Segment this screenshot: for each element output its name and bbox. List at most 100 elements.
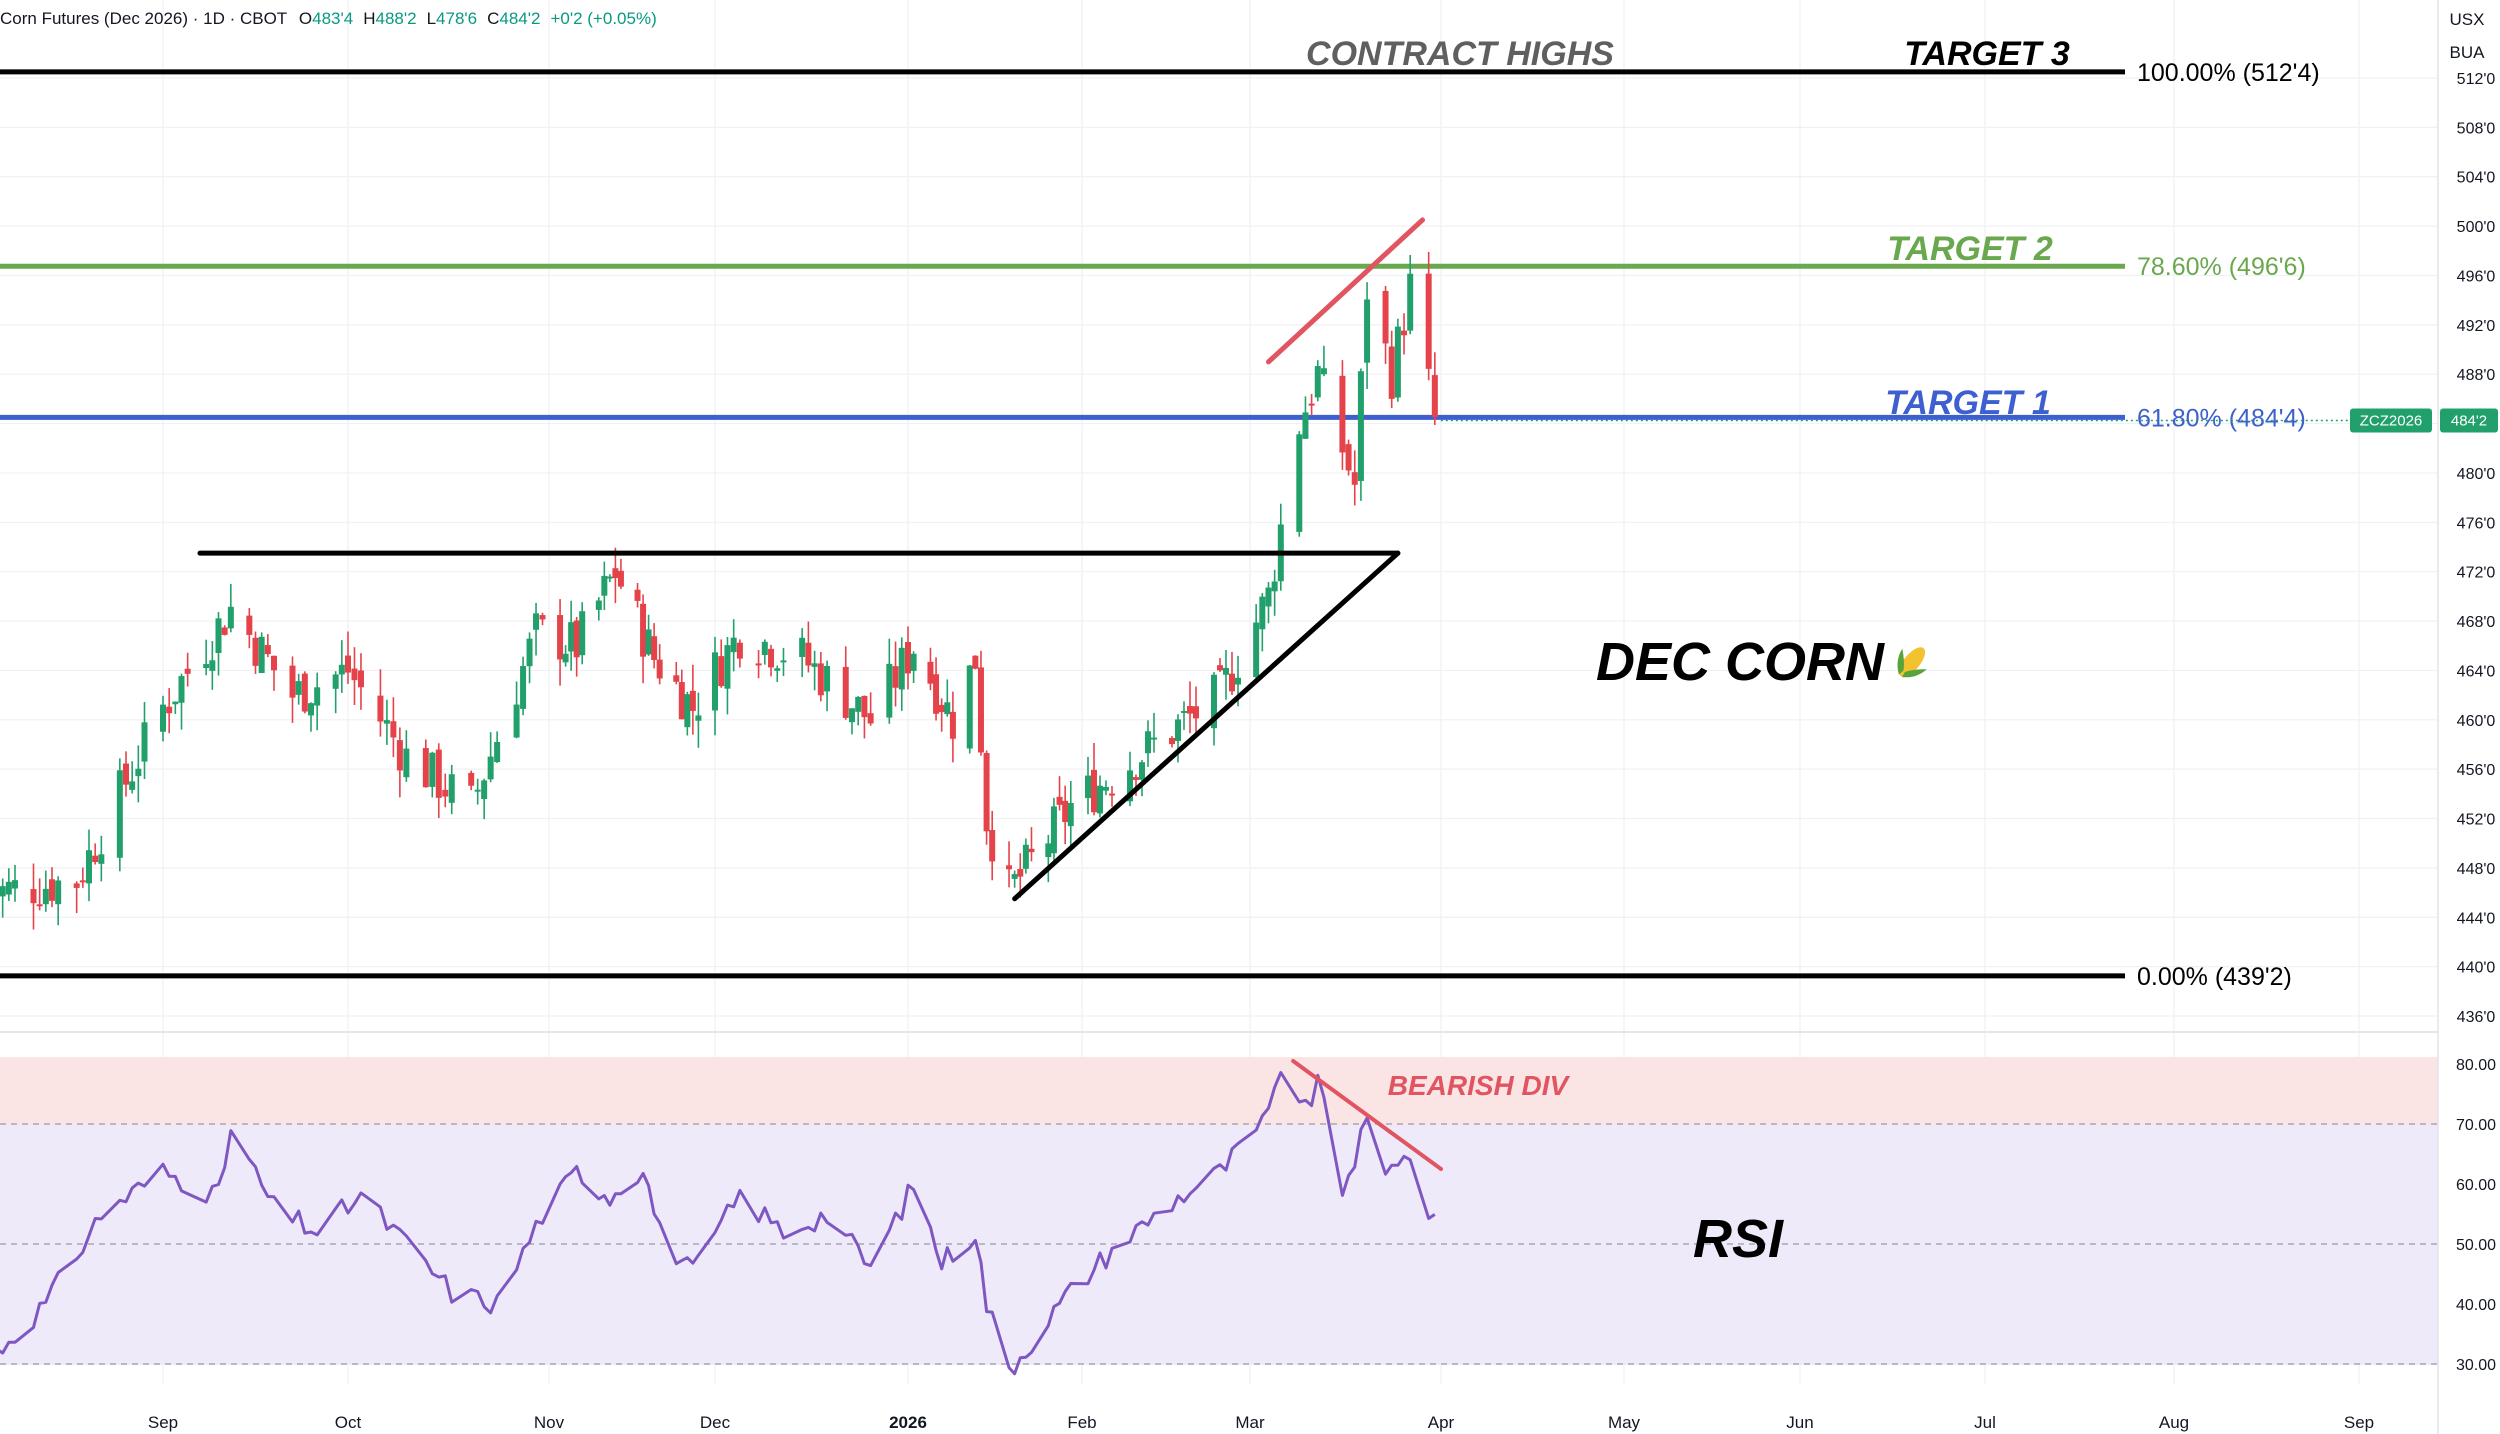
- rsi-tick-label: 60.00: [2456, 1177, 2496, 1194]
- chart-title: DEC CORN: [1596, 632, 1885, 692]
- price-tag-symbol: ZCZ2026: [2360, 412, 2423, 429]
- current-price-tag: ZCZ2026 484'2: [1440, 408, 2498, 433]
- candle-body: [761, 641, 768, 656]
- candle-body: [861, 695, 868, 718]
- candle-body: [651, 636, 658, 661]
- candle-body: [1211, 674, 1217, 729]
- candle-body: [736, 642, 743, 659]
- candle-body: [1028, 848, 1035, 853]
- candle-body: [494, 741, 501, 763]
- candle-body: [377, 695, 384, 722]
- candle-body: [49, 879, 55, 901]
- fib-levels: 100.00% (512'4) 78.60% (496'6) 61.80% (484…: [0, 59, 2320, 991]
- candle-body: [520, 666, 527, 709]
- candle-body: [848, 708, 855, 723]
- candle-body: [1364, 299, 1371, 363]
- rsi-pane: [0, 1057, 2438, 1365]
- price-tag-value-box: [2440, 408, 2498, 433]
- candle-body: [1145, 731, 1151, 754]
- candle-body: [203, 664, 210, 669]
- candle-body: [36, 904, 43, 907]
- candle-body: [351, 668, 358, 681]
- candle-body: [474, 789, 481, 792]
- time-tick-label: Feb: [1067, 1413, 1096, 1432]
- candle-body: [1388, 346, 1395, 399]
- candle-body: [601, 575, 608, 596]
- time-tick-label: Sep: [2344, 1413, 2374, 1432]
- target2-label: TARGET 2: [1887, 230, 2053, 268]
- candle-body: [684, 694, 691, 728]
- candle-body: [289, 665, 296, 698]
- candle-body: [539, 615, 546, 620]
- candle-body: [0, 886, 6, 897]
- candle-body: [780, 660, 787, 663]
- candle-body: [172, 701, 179, 705]
- time-tick-label: Oct: [335, 1413, 362, 1432]
- candle-body: [634, 589, 641, 601]
- rsi-label: RSI: [1693, 1209, 1784, 1269]
- candle-body: [1187, 706, 1193, 714]
- rsi-axis-ticks: 80.00 70.00 60.00 50.00 40.00 30.00: [2456, 1057, 2496, 1374]
- target3-label: TARGET 3: [1904, 35, 2070, 73]
- candle-body: [579, 611, 586, 656]
- candle-body: [573, 620, 580, 658]
- candle-body: [1431, 375, 1438, 418]
- price-tick-label: 440'0: [2457, 960, 2496, 977]
- candle-body: [640, 603, 647, 657]
- candle-body: [568, 622, 575, 652]
- price-tick-label: 456'0: [2457, 762, 2496, 779]
- rsi-tick-label: 30.00: [2456, 1357, 2496, 1374]
- rsi-tick-label: 80.00: [2456, 1057, 2496, 1074]
- rsi-tick-label: 50.00: [2456, 1237, 2496, 1254]
- candle-body: [258, 636, 265, 674]
- candle-body: [1425, 273, 1432, 369]
- candle-body: [886, 663, 893, 718]
- rsi-overbought-band: [0, 1057, 2438, 1125]
- candle-body: [264, 645, 271, 655]
- candle-body: [724, 645, 731, 689]
- candle-body: [755, 663, 762, 666]
- candle-body: [938, 704, 945, 713]
- candle-body: [1229, 673, 1235, 692]
- fib-label: 100.00% (512'4): [2137, 59, 2320, 87]
- candle-body: [695, 715, 702, 721]
- fib-label: 0.00% (439'2): [2137, 963, 2292, 991]
- candle-body: [513, 704, 520, 738]
- rsi-tick-label: 40.00: [2456, 1297, 2496, 1314]
- candle-body: [1139, 762, 1145, 780]
- candle-body: [357, 670, 364, 688]
- candle-body: [1097, 785, 1103, 814]
- candle-body: [595, 600, 602, 610]
- candle-body: [92, 855, 99, 863]
- fib-label: 61.80% (484'4): [2137, 404, 2306, 432]
- candle-body: [606, 576, 613, 579]
- time-tick-label: Mar: [1235, 1413, 1265, 1432]
- candle-body: [252, 637, 259, 666]
- price-tick-label: 472'0: [2457, 565, 2496, 582]
- candle-body: [141, 722, 148, 762]
- candle-body: [1223, 667, 1229, 675]
- candle-body: [468, 772, 475, 786]
- candle-body: [345, 655, 351, 673]
- candle-body: [442, 789, 449, 797]
- candle-body: [944, 702, 951, 715]
- candle-body: [1006, 865, 1013, 870]
- rsi-divergence-line: [1291, 1059, 1443, 1171]
- candle-body: [1217, 665, 1223, 671]
- candle-body: [1314, 366, 1321, 398]
- candle-body: [1133, 777, 1139, 780]
- time-tick-label: Jun: [1786, 1413, 1813, 1432]
- candle-body: [1193, 706, 1199, 719]
- candle-body: [246, 615, 253, 635]
- candle-body: [396, 740, 403, 771]
- candle-body: [209, 660, 216, 671]
- candle-body: [972, 655, 979, 669]
- candle-body: [910, 653, 917, 671]
- candle-body: [645, 629, 652, 655]
- rsi-range-band: [0, 1125, 2438, 1365]
- price-tick-label: 504'0: [2457, 170, 2496, 187]
- candle-body: [1169, 737, 1175, 745]
- candle-body: [1056, 796, 1063, 805]
- candle-body: [562, 653, 569, 663]
- price-tick-label: 460'0: [2457, 713, 2496, 730]
